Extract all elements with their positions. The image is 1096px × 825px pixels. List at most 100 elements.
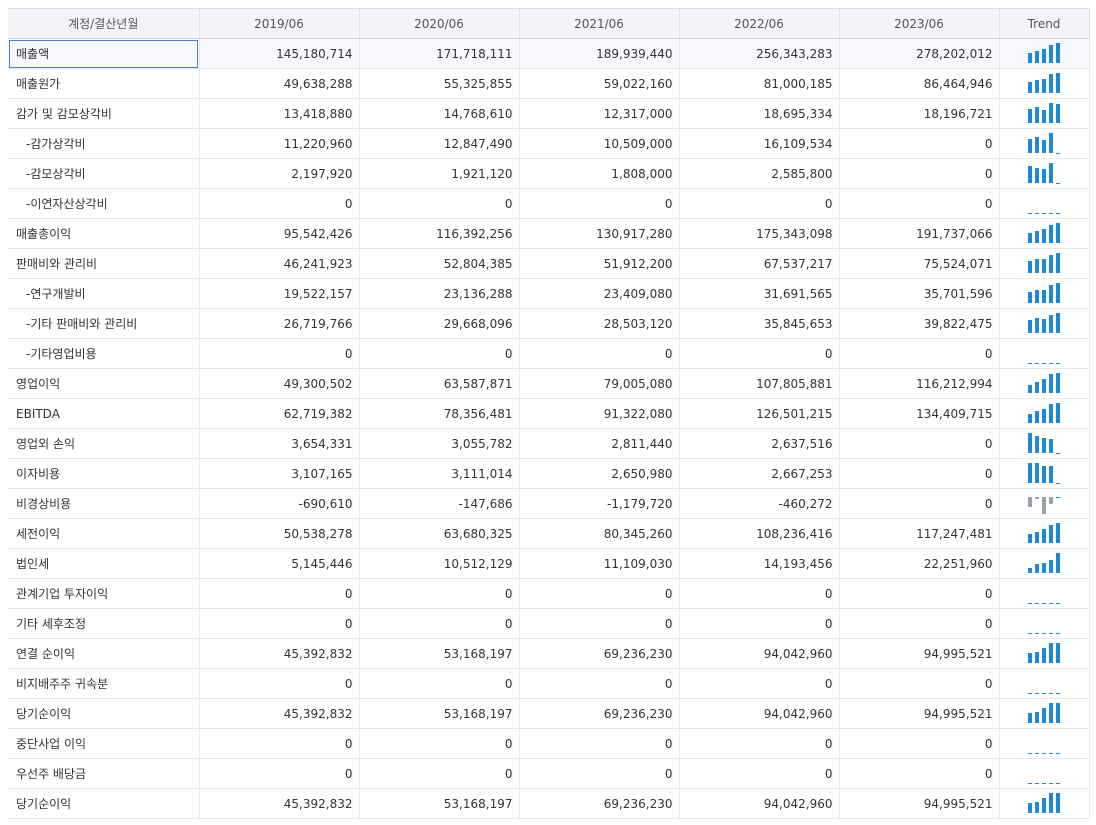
value-cell[interactable]: -460,272 [679, 488, 840, 519]
value-cell[interactable]: 45,392,832 [199, 698, 360, 729]
account-name-cell[interactable]: 연결 순이익 [8, 638, 200, 669]
value-cell[interactable]: 0 [839, 758, 1000, 789]
value-cell[interactable]: 2,197,920 [199, 158, 360, 189]
account-name-cell[interactable]: -기타 판매비와 관리비 [8, 308, 200, 339]
value-cell[interactable]: 0 [839, 488, 1000, 519]
value-cell[interactable]: 0 [679, 338, 840, 369]
value-cell[interactable]: 0 [199, 608, 360, 639]
account-name-cell[interactable]: 매출총이익 [8, 218, 200, 249]
value-cell[interactable]: 59,022,160 [519, 68, 680, 99]
value-cell[interactable]: 3,107,165 [199, 458, 360, 489]
value-cell[interactable]: 5,145,446 [199, 548, 360, 579]
account-name-cell[interactable]: 영업이익 [8, 368, 200, 399]
value-cell[interactable]: 35,701,596 [839, 278, 1000, 309]
value-cell[interactable]: 117,247,481 [839, 518, 1000, 549]
year-column-header[interactable]: 2021/06 [519, 8, 680, 39]
account-name-cell[interactable]: 매출액 [8, 38, 200, 69]
value-cell[interactable]: 69,236,230 [519, 698, 680, 729]
table-row[interactable]: 매출원가 49,638,288 55,325,855 59,022,160 81,000… [8, 68, 1090, 99]
value-cell[interactable]: 0 [839, 338, 1000, 369]
value-cell[interactable]: 0 [359, 758, 520, 789]
value-cell[interactable]: 11,109,030 [519, 548, 680, 579]
value-cell[interactable]: 116,392,256 [359, 218, 520, 249]
value-cell[interactable]: 50,538,278 [199, 518, 360, 549]
value-cell[interactable]: 18,196,721 [839, 98, 1000, 129]
value-cell[interactable]: 134,409,715 [839, 398, 1000, 429]
table-row[interactable]: -감가상각비 11,220,960 12,847,490 10,509,000 16,1… [8, 128, 1090, 159]
value-cell[interactable]: 2,811,440 [519, 428, 680, 459]
value-cell[interactable]: 175,343,098 [679, 218, 840, 249]
table-row[interactable]: EBITDA 62,719,382 78,356,481 91,322,080 126,… [8, 398, 1090, 429]
value-cell[interactable]: 78,356,481 [359, 398, 520, 429]
value-cell[interactable]: 0 [359, 668, 520, 699]
value-cell[interactable]: 10,509,000 [519, 128, 680, 159]
trend-column-header[interactable]: Trend [999, 8, 1090, 39]
value-cell[interactable]: 2,650,980 [519, 458, 680, 489]
account-name-cell[interactable]: 비지배주주 귀속분 [8, 668, 200, 699]
value-cell[interactable]: 52,804,385 [359, 248, 520, 279]
year-column-header[interactable]: 2022/06 [679, 8, 840, 39]
value-cell[interactable]: 26,719,766 [199, 308, 360, 339]
value-cell[interactable]: 12,317,000 [519, 98, 680, 129]
value-cell[interactable]: 0 [679, 578, 840, 609]
value-cell[interactable]: 81,000,185 [679, 68, 840, 99]
table-row[interactable]: 이자비용 3,107,165 3,111,014 2,650,980 2,667,253… [8, 458, 1090, 489]
year-column-header[interactable]: 2023/06 [839, 8, 1000, 39]
value-cell[interactable]: 0 [679, 758, 840, 789]
table-row[interactable]: -기타영업비용 0 0 0 0 0 [8, 338, 1090, 369]
value-cell[interactable]: 126,501,215 [679, 398, 840, 429]
value-cell[interactable]: 0 [679, 728, 840, 759]
value-cell[interactable]: 53,168,197 [359, 638, 520, 669]
value-cell[interactable]: 53,168,197 [359, 788, 520, 819]
value-cell[interactable]: 0 [199, 188, 360, 219]
value-cell[interactable]: 3,055,782 [359, 428, 520, 459]
account-name-cell[interactable]: 감가 및 감모상각비 [8, 98, 200, 129]
value-cell[interactable]: 0 [519, 188, 680, 219]
value-cell[interactable]: 0 [359, 578, 520, 609]
table-row[interactable]: 당기순이익 45,392,832 53,168,197 69,236,230 94,04… [8, 698, 1090, 729]
value-cell[interactable]: 13,418,880 [199, 98, 360, 129]
value-cell[interactable]: 2,585,800 [679, 158, 840, 189]
value-cell[interactable]: 0 [359, 728, 520, 759]
table-row[interactable]: 기타 세후조정 0 0 0 0 0 [8, 608, 1090, 639]
value-cell[interactable]: -147,686 [359, 488, 520, 519]
value-cell[interactable]: 16,109,534 [679, 128, 840, 159]
value-cell[interactable]: 3,654,331 [199, 428, 360, 459]
value-cell[interactable]: 1,808,000 [519, 158, 680, 189]
table-row[interactable]: 법인세 5,145,446 10,512,129 11,109,030 14,193,4… [8, 548, 1090, 579]
value-cell[interactable]: 0 [199, 728, 360, 759]
table-row[interactable]: 판매비와 관리비 46,241,923 52,804,385 51,912,200 67… [8, 248, 1090, 279]
value-cell[interactable]: 63,587,871 [359, 368, 520, 399]
value-cell[interactable]: 14,193,456 [679, 548, 840, 579]
table-row[interactable]: 비지배주주 귀속분 0 0 0 0 0 [8, 668, 1090, 699]
value-cell[interactable]: 278,202,012 [839, 38, 1000, 69]
value-cell[interactable]: 256,343,283 [679, 38, 840, 69]
table-row[interactable]: 중단사업 이익 0 0 0 0 0 [8, 728, 1090, 759]
value-cell[interactable]: 49,638,288 [199, 68, 360, 99]
table-row[interactable]: 매출총이익 95,542,426 116,392,256 130,917,280 175… [8, 218, 1090, 249]
account-name-cell[interactable]: 세전이익 [8, 518, 200, 549]
table-row[interactable]: 비경상비용 -690,610 -147,686 -1,179,720 -460,272 0 [8, 488, 1090, 519]
value-cell[interactable]: 45,392,832 [199, 788, 360, 819]
value-cell[interactable]: 0 [839, 728, 1000, 759]
value-cell[interactable]: 91,322,080 [519, 398, 680, 429]
value-cell[interactable]: 108,236,416 [679, 518, 840, 549]
account-name-cell[interactable]: 영업외 손익 [8, 428, 200, 459]
value-cell[interactable]: 0 [199, 338, 360, 369]
account-name-cell[interactable]: 매출원가 [8, 68, 200, 99]
account-name-cell[interactable]: EBITDA [8, 398, 200, 429]
account-column-header[interactable]: 계정/결산년월 [8, 8, 200, 39]
account-name-cell[interactable]: 이자비용 [8, 458, 200, 489]
table-row[interactable]: 당기순이익 45,392,832 53,168,197 69,236,230 94,04… [8, 788, 1090, 819]
value-cell[interactable]: -1,179,720 [519, 488, 680, 519]
value-cell[interactable]: 49,300,502 [199, 368, 360, 399]
value-cell[interactable]: 0 [519, 338, 680, 369]
table-row[interactable]: -이연자산상각비 0 0 0 0 0 [8, 188, 1090, 219]
value-cell[interactable]: 86,464,946 [839, 68, 1000, 99]
account-name-cell[interactable]: 중단사업 이익 [8, 728, 200, 759]
value-cell[interactable]: 3,111,014 [359, 458, 520, 489]
value-cell[interactable]: 69,236,230 [519, 638, 680, 669]
value-cell[interactable]: 45,392,832 [199, 638, 360, 669]
account-name-cell[interactable]: 당기순이익 [8, 698, 200, 729]
value-cell[interactable]: 171,718,111 [359, 38, 520, 69]
